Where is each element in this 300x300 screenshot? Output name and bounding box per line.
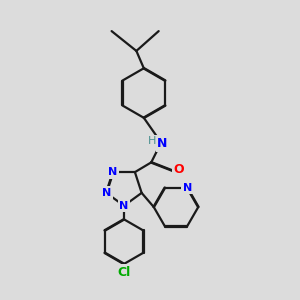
Text: H: H xyxy=(148,136,157,146)
Text: N: N xyxy=(182,183,192,193)
Text: N: N xyxy=(102,188,111,198)
Text: O: O xyxy=(173,163,184,176)
Text: Cl: Cl xyxy=(117,266,130,279)
Text: N: N xyxy=(119,201,129,211)
Text: N: N xyxy=(157,137,168,150)
Text: N: N xyxy=(108,167,118,177)
